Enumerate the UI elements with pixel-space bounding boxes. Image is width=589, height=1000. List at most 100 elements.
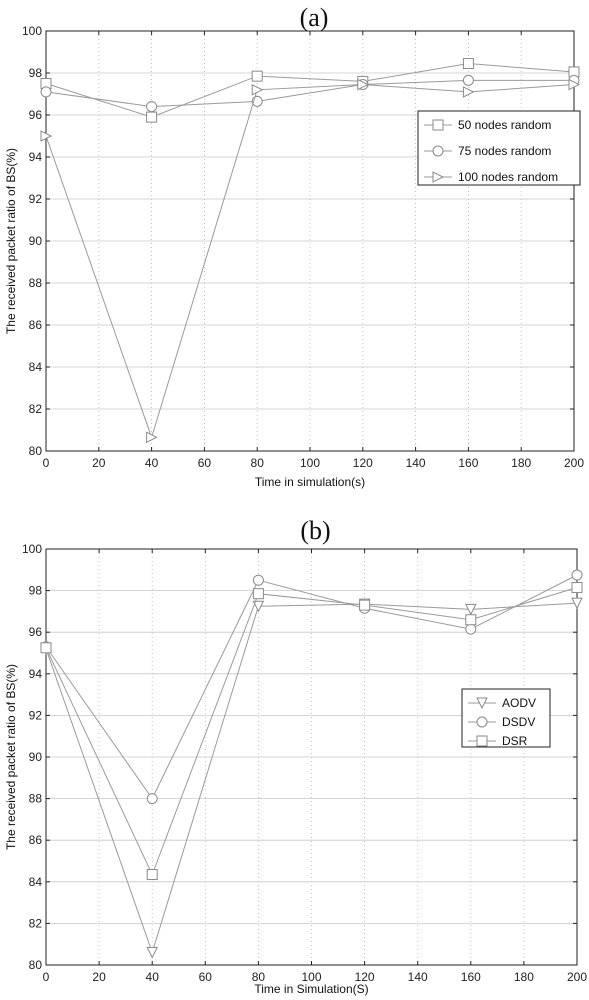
y-tick-label: 100 (22, 542, 42, 556)
data-point-marker (571, 581, 583, 593)
data-point-marker (252, 600, 265, 613)
x-tick-label: 20 (92, 970, 106, 984)
legend-label: 50 nodes random (458, 118, 551, 132)
x-tick-label: 80 (251, 456, 265, 470)
y-tick-label: 94 (29, 150, 43, 164)
legend-marker (476, 697, 488, 710)
y-tick-label: 92 (29, 708, 43, 722)
data-point-marker (146, 111, 158, 123)
data-point-marker (146, 101, 158, 113)
y-axis-title: The received packet ratio of BS(%) (4, 664, 18, 850)
data-point-marker (251, 83, 264, 96)
data-point-marker (252, 574, 264, 586)
y-tick-label: 82 (29, 402, 43, 416)
data-point-marker (146, 947, 159, 959)
x-tick-label: 0 (43, 970, 50, 984)
x-tick-label: 40 (145, 456, 159, 470)
x-tick-label: 200 (567, 970, 587, 984)
y-tick-label: 98 (29, 584, 43, 598)
data-point-marker (462, 74, 474, 86)
data-point-marker (465, 614, 477, 626)
series-line (45, 79, 574, 108)
chart-title: (a) (300, 3, 329, 32)
chart-panel-a: 0 20 40 60 80 100 120 140 160 180 200 80 82 84 86 88 90 9… (4, 3, 584, 489)
data-point-marker (252, 588, 264, 600)
legend-marker (476, 716, 488, 728)
x-tick-label: 120 (353, 456, 373, 470)
data-point-marker (357, 78, 369, 91)
x-tick-label: 160 (461, 970, 481, 984)
x-tick-label: 0 (43, 456, 50, 470)
data-point-marker (40, 130, 53, 142)
y-tick-label: 92 (29, 192, 43, 206)
y-tick-label: 88 (29, 276, 43, 290)
data-point-marker (146, 869, 158, 881)
data-point-marker (359, 599, 371, 611)
x-tick-label: 80 (252, 970, 266, 984)
legend: AODV DSDV DSR (461, 688, 551, 748)
chart-title: (b) (300, 516, 330, 545)
data-point-marker (40, 86, 52, 98)
series-line (45, 84, 575, 439)
y-tick-label: 88 (29, 792, 43, 806)
x-tick-label: 120 (355, 970, 375, 984)
legend-marker (476, 735, 488, 747)
y-tick-label: 82 (29, 916, 43, 930)
series-line (45, 602, 578, 955)
y-tick-label: 84 (29, 360, 43, 374)
x-tick-label: 40 (146, 970, 160, 984)
y-tick-label: 80 (29, 444, 43, 458)
x-axis-title: Time in simulation(s) (255, 475, 365, 489)
y-tick-label: 86 (29, 833, 43, 847)
legend-marker (432, 119, 444, 131)
y-tick-label: 96 (29, 625, 43, 639)
data-point-marker (146, 431, 158, 444)
legend-label: DSDV (502, 715, 535, 729)
x-tick-label: 180 (514, 970, 534, 984)
legend-label: AODV (502, 696, 536, 710)
series-line (45, 63, 575, 118)
data-point-marker (571, 569, 583, 581)
data-point-marker (251, 70, 263, 82)
y-axis-title: The received packet ratio of BS(%) (4, 148, 18, 334)
data-point-marker (462, 86, 475, 98)
legend-marker (432, 171, 445, 183)
y-tick-label: 80 (29, 958, 43, 972)
x-tick-label: 20 (92, 456, 106, 470)
data-point-marker (462, 58, 474, 70)
data-point-marker (40, 642, 52, 654)
series-line (45, 574, 578, 800)
series-line (45, 587, 578, 876)
x-axis-title: Time in Simulation(S) (254, 982, 368, 996)
x-tick-label: 100 (301, 970, 321, 984)
x-tick-label: 140 (406, 456, 426, 470)
series-2 (40, 78, 581, 444)
y-tick-label: 90 (29, 750, 43, 764)
data-point-marker (146, 793, 158, 805)
x-tick-label: 100 (300, 456, 320, 470)
legend-label: 100 nodes random (458, 170, 558, 184)
data-point-marker (568, 78, 581, 91)
data-point-marker (465, 623, 477, 635)
legend: 50 nodes random 75 nodes random 100 nodes … (417, 110, 581, 186)
data-point-marker (571, 597, 583, 610)
y-tick-label: 90 (29, 234, 43, 248)
legend-box (417, 110, 581, 186)
legend-marker (432, 145, 444, 157)
x-tick-label: 140 (408, 970, 428, 984)
x-tick-label: 160 (458, 456, 478, 470)
y-tick-label: 96 (29, 108, 43, 122)
y-tick-label: 84 (29, 875, 43, 889)
x-tick-label: 180 (511, 456, 531, 470)
data-point-marker (464, 603, 477, 616)
x-tick-label: 60 (199, 970, 213, 984)
y-tick-label: 98 (29, 66, 43, 80)
legend-label: DSR (502, 734, 528, 748)
y-tick-label: 100 (22, 24, 42, 38)
chart-panel-b: 0 20 40 60 80 100 120 140 160 180 200 80 82 84 86 88 90 9… (4, 516, 587, 996)
series-2 (40, 581, 583, 881)
y-tick-label: 86 (29, 318, 43, 332)
x-tick-label: 60 (198, 456, 212, 470)
y-tick-label: 94 (29, 667, 43, 681)
legend-label: 75 nodes random (458, 144, 551, 158)
